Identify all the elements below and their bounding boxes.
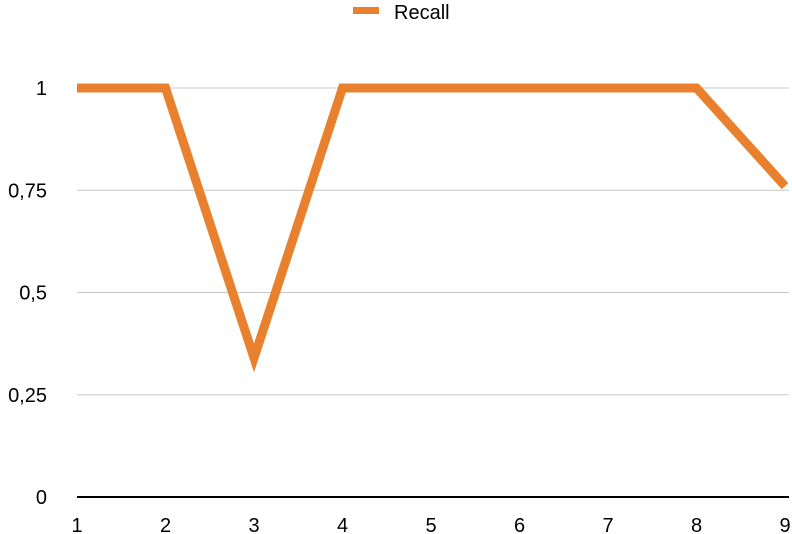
y-tick-label: 1 <box>36 78 47 100</box>
series <box>76 83 789 373</box>
y-tick-label: 0,75 <box>8 180 47 202</box>
y-tick-label: 0 <box>36 487 47 509</box>
data-point <box>696 87 697 89</box>
legend: Recall <box>353 2 450 24</box>
legend-swatch-recall <box>353 7 379 14</box>
data-point <box>607 87 609 89</box>
x-tick-label: 4 <box>337 515 348 534</box>
y-tick-label: 0,25 <box>8 385 47 407</box>
legend-label-recall: Recall <box>394 2 450 24</box>
x-tick-label: 3 <box>248 515 259 534</box>
data-point <box>519 87 520 89</box>
x-axis-ticks: 1 2 3 4 5 6 7 8 9 <box>71 515 790 534</box>
data-point <box>165 87 166 89</box>
data-point <box>342 87 343 89</box>
x-tick-label: 8 <box>691 515 702 534</box>
data-point <box>253 357 255 359</box>
series-line-recall <box>77 83 789 373</box>
data-point <box>784 185 786 187</box>
y-tick-label: 0,5 <box>19 283 47 305</box>
x-tick-label: 9 <box>779 515 790 534</box>
data-point <box>76 87 78 89</box>
x-tick-label: 1 <box>71 515 82 534</box>
x-tick-label: 5 <box>425 515 436 534</box>
x-tick-label: 7 <box>602 515 613 534</box>
x-tick-label: 2 <box>160 515 171 534</box>
y-axis-ticks: 0 0,25 0,5 0,75 1 <box>8 78 47 509</box>
x-tick-label: 6 <box>514 515 525 534</box>
data-point <box>430 87 432 89</box>
